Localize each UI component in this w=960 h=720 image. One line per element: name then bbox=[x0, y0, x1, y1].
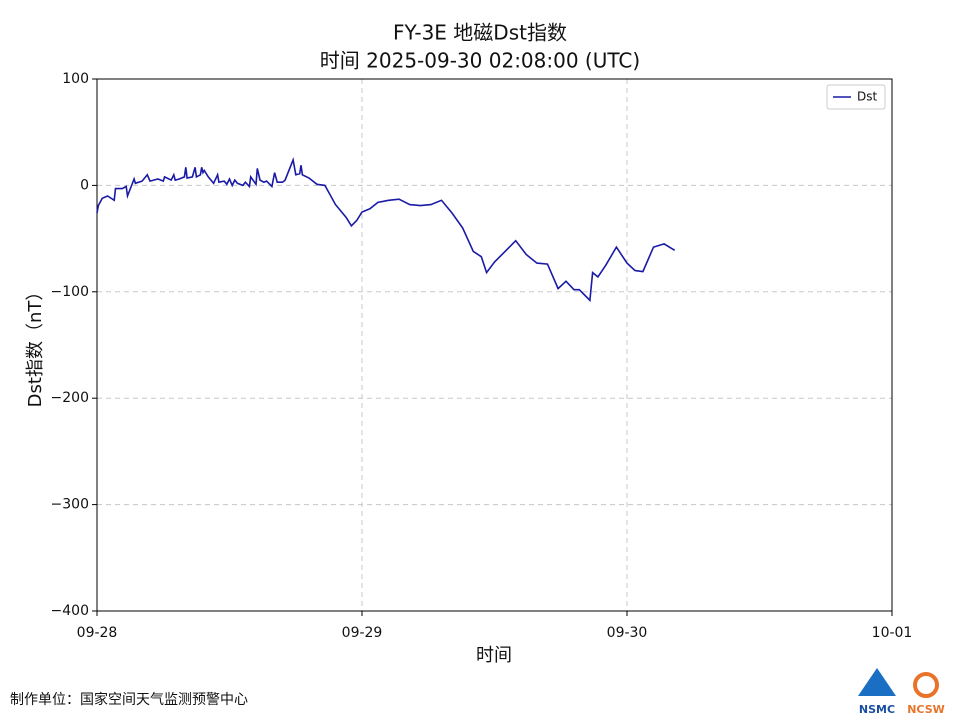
logo-text: NCSW bbox=[907, 703, 945, 716]
x-tick-label: 09-28 bbox=[77, 625, 118, 641]
y-tick-label: −400 bbox=[51, 603, 89, 619]
logo-icon bbox=[858, 668, 896, 696]
y-tick-label: −200 bbox=[51, 390, 89, 406]
data-line bbox=[96, 157, 676, 303]
logo-text: NSMC bbox=[859, 703, 895, 716]
legend-box bbox=[826, 84, 886, 110]
y-axis-label: Dst指数（nT） bbox=[25, 283, 46, 408]
chart-title: FY-3E 地磁Dst指数 bbox=[393, 21, 567, 45]
chart-subtitle: 时间 2025-09-30 02:08:00 (UTC) bbox=[320, 49, 640, 73]
y-tick-label: −300 bbox=[51, 497, 89, 513]
y-tick-label: 0 bbox=[80, 177, 89, 193]
y-tick-label: 100 bbox=[62, 71, 89, 87]
plot-frame bbox=[96, 78, 893, 612]
logo-icon bbox=[913, 672, 939, 698]
y-tick-label: −100 bbox=[51, 284, 89, 300]
footer: 制作单位：国家空间天气监测预警中心 bbox=[10, 691, 248, 708]
x-axis-label: 时间 bbox=[476, 645, 512, 666]
legend-label: Dst bbox=[857, 90, 877, 104]
x-tick-label: 09-30 bbox=[607, 625, 648, 641]
x-tick-label: 09-29 bbox=[342, 625, 383, 641]
x-tick-label: 10-01 bbox=[872, 625, 913, 641]
